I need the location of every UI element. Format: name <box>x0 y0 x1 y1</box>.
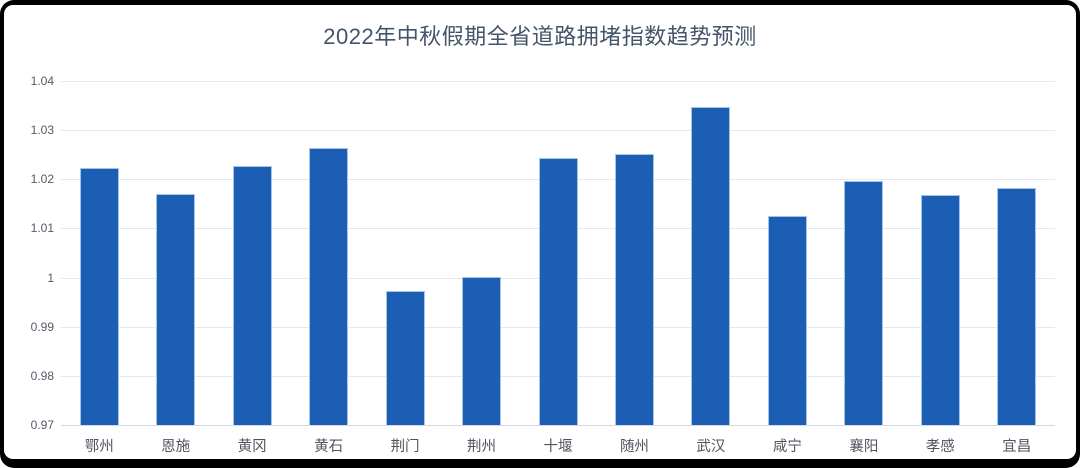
x-tick-label-黄石: 黄石 <box>314 439 344 455</box>
plot-area: 0.97 0.98 0.99 1 1.01 1.02 1.03 1.04 鄂州 恩施 黄冈 黄石 荆门 荆… <box>4 5 1076 459</box>
x-tick-label-孝感: 孝感 <box>925 439 955 455</box>
x-tick-label-荆门: 荆门 <box>390 439 420 455</box>
y-tick-label: 0.99 <box>30 319 54 334</box>
bar-荆州 <box>462 277 502 425</box>
gridline <box>61 130 1055 132</box>
x-tick-label-荆州: 荆州 <box>467 439 497 455</box>
x-tick-label-黄冈: 黄冈 <box>237 439 267 455</box>
chart-canvas: 2022年中秋假期全省道路拥堵指数趋势预测 0.97 0.98 0.99 1 1.01 1… <box>4 5 1076 459</box>
y-tick-label: 1.03 <box>30 123 54 138</box>
bar-孝感 <box>920 195 960 425</box>
bar-咸宁 <box>767 216 807 425</box>
bar-黄石 <box>309 148 349 425</box>
y-tick-label: 1 <box>47 270 54 285</box>
y-tick-label: 0.98 <box>30 368 54 383</box>
y-tick-label: 1.01 <box>30 221 54 236</box>
bar-鄂州 <box>79 168 119 425</box>
bar-宜昌 <box>997 187 1037 425</box>
x-tick-label-鄂州: 鄂州 <box>84 439 114 455</box>
x-axis-line <box>61 425 1055 426</box>
bar-荆门 <box>385 290 425 425</box>
bar-黄冈 <box>232 165 272 425</box>
x-tick-label-随州: 随州 <box>619 439 649 455</box>
bar-随州 <box>614 154 654 425</box>
chart-title: 2022年中秋假期全省道路拥堵指数趋势预测 <box>323 24 757 49</box>
y-tick-label: 1.04 <box>30 74 54 88</box>
x-tick-label-宜昌: 宜昌 <box>1002 439 1032 455</box>
x-tick-label-恩施: 恩施 <box>161 439 191 455</box>
x-tick-label-十堰: 十堰 <box>543 439 573 455</box>
gridline <box>61 81 1055 82</box>
bar-十堰 <box>538 158 578 425</box>
y-tick-label: 1.02 <box>30 172 54 187</box>
bar-襄阳 <box>844 181 884 425</box>
bar-武汉 <box>691 107 731 425</box>
bar-恩施 <box>156 193 196 425</box>
x-tick-label-咸宁: 咸宁 <box>772 439 802 455</box>
x-tick-label-武汉: 武汉 <box>696 439 726 455</box>
x-tick-label-襄阳: 襄阳 <box>849 439 879 455</box>
y-tick-label: 0.97 <box>30 418 54 432</box>
